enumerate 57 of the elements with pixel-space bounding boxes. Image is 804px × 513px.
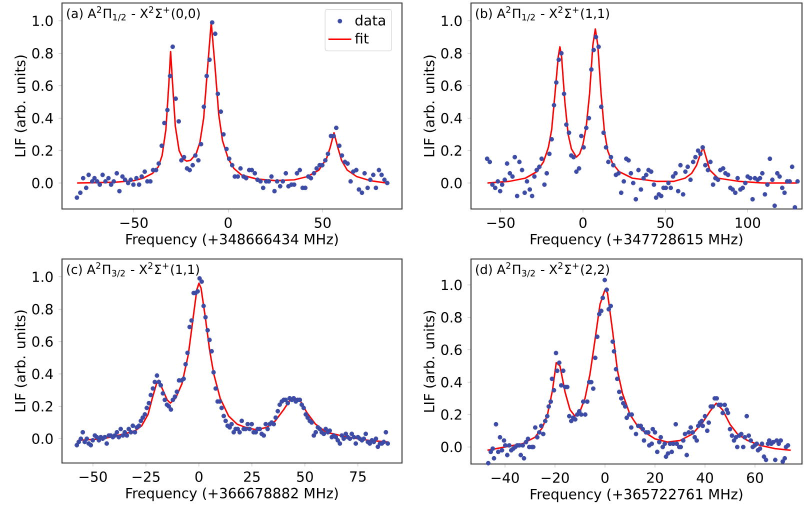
- x-tick-label: −20: [542, 472, 569, 483]
- y-axis-title: LIF (arb. units): [424, 311, 436, 412]
- y-tick-label: 0.8: [32, 304, 53, 314]
- y-axis-title: LIF (arb. units): [424, 56, 436, 156]
- x-tick-label: 75: [350, 471, 366, 482]
- x-tick-label: −50: [120, 217, 148, 228]
- y-tick-label: 0.2: [441, 145, 462, 156]
- chart-title: (c) A$^{2}$Π$_{3/2}$ - X$^{2}$Σ$^{+}$(1,1): [67, 262, 199, 278]
- y-tick-label: 0.4: [32, 368, 53, 380]
- y-tick-label: 0.4: [32, 112, 53, 124]
- x-tick-label: 0: [579, 217, 586, 228]
- chart-title: (a) A$^{2}$Π$_{1/2}$ - X$^{2}$Σ$^{+}$(0,0): [67, 6, 200, 22]
- y-tick-label: 0.8: [441, 312, 462, 323]
- x-tick-label: 0: [224, 217, 232, 228]
- y-tick-label: 0.0: [441, 442, 462, 452]
- y-tick-label: 0.6: [32, 80, 53, 92]
- y-tick-label: 0.8: [441, 48, 462, 59]
- x-tick-label: −40: [492, 472, 519, 483]
- x-axis-title: Frequency (+366678882 MHz): [126, 488, 338, 502]
- x-axis-title: Frequency (+365722761 MHz): [530, 488, 742, 502]
- y-tick-label: 0.6: [441, 344, 462, 356]
- x-tick-label: 50: [658, 217, 674, 228]
- y-tick-label: 0.0: [32, 433, 53, 444]
- y-tick-label: 0.2: [32, 401, 52, 412]
- y-tick-label: 1.0: [32, 16, 53, 26]
- y-tick-label: 0.4: [441, 112, 462, 124]
- x-tick-label: 0: [195, 471, 202, 482]
- y-tick-label: 1.0: [32, 272, 53, 282]
- x-tick-label: 0: [601, 472, 609, 483]
- legend-label: fit: [354, 32, 369, 44]
- x-tick-label: −50: [80, 471, 107, 482]
- x-axis-title: Frequency (+347728615 MHz): [530, 234, 742, 248]
- y-tick-label: 0.6: [32, 336, 53, 347]
- y-tick-label: 0.2: [441, 409, 462, 420]
- x-tick-label: 50: [314, 217, 331, 228]
- x-tick-label: 100: [736, 217, 760, 228]
- y-axis-title: LIF (arb. units): [14, 56, 28, 156]
- x-axis-title: Frequency (+348666434 MHz): [126, 234, 338, 248]
- y-axis-title: LIF (arb. units): [14, 310, 28, 412]
- y-tick-label: 0.0: [32, 178, 53, 188]
- x-tick-label: −50: [487, 217, 514, 228]
- x-tick-label: 20: [647, 472, 663, 483]
- chart-title: (d) A$^{2}$Π$_{3/2}$ - X$^{2}$Σ$^{+}$(2,2): [476, 262, 609, 278]
- y-tick-label: 0.2: [32, 145, 52, 156]
- x-tick-label: 50: [297, 471, 313, 482]
- x-tick-label: 60: [747, 472, 763, 483]
- x-tick-label: −25: [132, 471, 160, 482]
- chart-title: (b) A$^{2}$Π$_{1/2}$ - X$^{2}$Σ$^{+}$(1,1): [476, 6, 609, 22]
- y-tick-label: 0.4: [441, 376, 462, 388]
- x-tick-label: 25: [244, 471, 260, 482]
- y-tick-label: 0.0: [441, 178, 462, 188]
- y-tick-label: 1.0: [442, 280, 462, 290]
- x-tick-label: 40: [696, 472, 713, 483]
- y-tick-label: 1.0: [442, 16, 462, 26]
- y-tick-label: 0.8: [32, 48, 53, 59]
- y-tick-label: 0.6: [441, 80, 462, 92]
- legend-label: data: [355, 14, 385, 26]
